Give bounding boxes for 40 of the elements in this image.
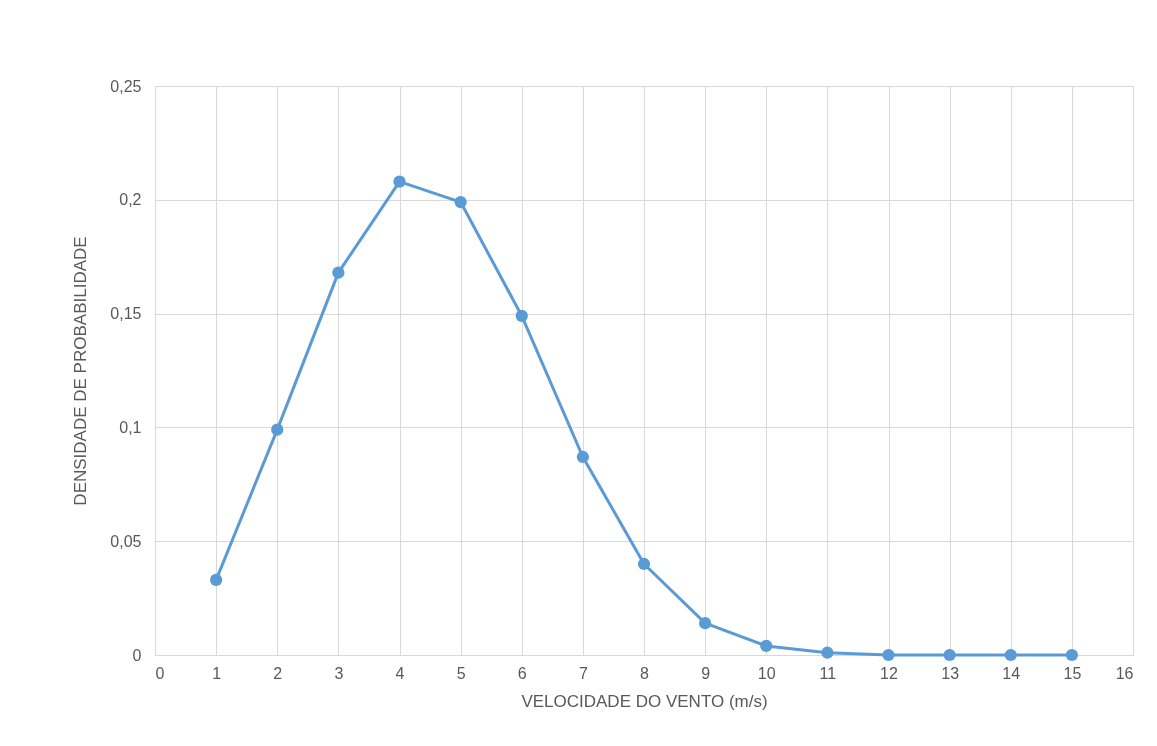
point	[454, 195, 467, 209]
point	[271, 423, 284, 436]
y-tick-label: 0,25	[110, 77, 142, 95]
y-tick-label: 0,1	[119, 418, 142, 436]
x-tick-label: 14	[1002, 664, 1021, 682]
x-tick-label: 16	[1115, 664, 1134, 682]
x-tick-label: 3	[334, 664, 344, 682]
point	[760, 639, 773, 653]
y-tick-label: 0,05	[110, 532, 142, 550]
y-tick-label: 0,15	[110, 305, 142, 323]
x-tick-label: 13	[941, 664, 960, 682]
point	[943, 648, 956, 662]
point	[1065, 648, 1078, 662]
point	[332, 266, 345, 279]
x-tick-label: 12	[880, 664, 898, 682]
y-axis-title: DENSIDADE DE PROBABILIDADE	[71, 236, 91, 506]
point	[637, 557, 651, 571]
y-tick-label: 0,2	[119, 191, 142, 209]
x-tick-label: 7	[578, 664, 588, 682]
y-tick-label: 0	[132, 646, 142, 664]
point	[882, 648, 895, 662]
point	[1004, 648, 1017, 662]
point	[210, 573, 223, 586]
point	[515, 309, 528, 322]
x-tick-label: 1	[212, 664, 222, 682]
point	[393, 175, 406, 188]
x-tick-label: 10	[757, 664, 776, 682]
point	[699, 617, 712, 630]
point	[821, 646, 834, 659]
x-tick-label: 11	[819, 664, 837, 682]
x-tick-label: 5	[456, 664, 466, 682]
x-tick-label: 8	[640, 664, 650, 682]
x-tick-label: 0	[155, 664, 165, 682]
x-tick-label: 6	[517, 664, 527, 682]
x-tick-label: 15	[1063, 664, 1082, 682]
point	[576, 450, 589, 464]
x-tick-label: 4	[395, 664, 405, 682]
x-tick-label: 2	[273, 664, 283, 682]
x-axis-title: VELOCIDADE DO VENTO (m/s)	[521, 691, 768, 711]
x-tick-label: 9	[701, 664, 711, 682]
